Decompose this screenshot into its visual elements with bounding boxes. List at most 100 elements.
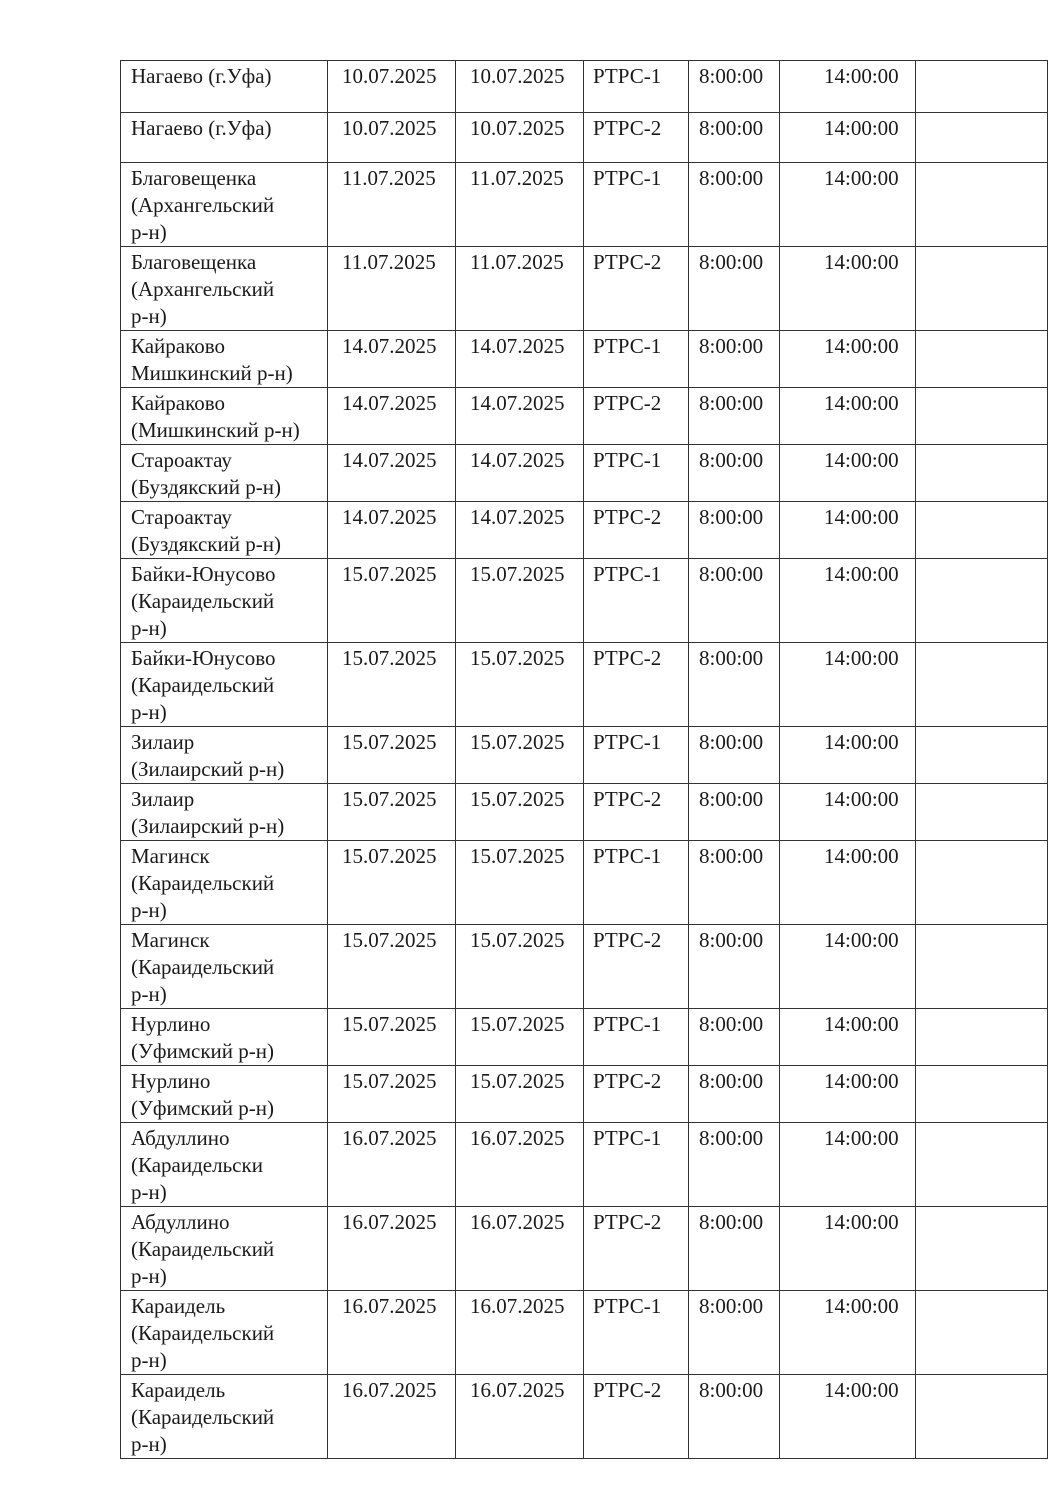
operator-cell: РТРС-2 (583, 783, 689, 841)
table-row: Байки-Юнусово (Караидельский р-н) 15.07.2… (120, 558, 1048, 643)
end-date-cell: 16.07.2025 (455, 1122, 584, 1207)
location-cell: Абдуллино (Караидельский р-н) (120, 1206, 328, 1291)
start-time-cell: 8:00:00 (688, 246, 780, 331)
start-date-cell: 15.07.2025 (327, 840, 456, 925)
operator-cell: РТРС-2 (583, 642, 689, 727)
notes-cell (915, 387, 1048, 445)
end-time-cell: 14:00:00 (779, 1065, 916, 1123)
end-time-cell: 14:00:00 (779, 1008, 916, 1066)
location-cell: Нагаево (г.Уфа) (120, 60, 328, 113)
notes-cell (915, 726, 1048, 784)
start-date-cell: 15.07.2025 (327, 783, 456, 841)
end-time-cell: 14:00:00 (779, 60, 916, 113)
table-row: Кайраково (Мишкинский р-н) 14.07.2025 14.0… (120, 387, 1048, 445)
notes-cell (915, 1008, 1048, 1066)
end-time-cell: 14:00:00 (779, 1122, 916, 1207)
operator-cell: РТРС-1 (583, 1008, 689, 1066)
location-cell: Кайраково (Мишкинский р-н) (120, 387, 328, 445)
start-time-cell: 8:00:00 (688, 726, 780, 784)
table-row: Караидель (Караидельский р-н) 16.07.2025 1… (120, 1374, 1048, 1459)
start-time-cell: 8:00:00 (688, 112, 780, 163)
operator-cell: РТРС-1 (583, 162, 689, 247)
end-date-cell: 16.07.2025 (455, 1290, 584, 1375)
notes-cell (915, 330, 1048, 388)
start-time-cell: 8:00:00 (688, 1290, 780, 1375)
operator-cell: РТРС-1 (583, 1122, 689, 1207)
end-time-cell: 14:00:00 (779, 1290, 916, 1375)
start-time-cell: 8:00:00 (688, 840, 780, 925)
location-cell: Караидель (Караидельский р-н) (120, 1374, 328, 1459)
operator-cell: РТРС-2 (583, 387, 689, 445)
start-date-cell: 11.07.2025 (327, 162, 456, 247)
start-time-cell: 8:00:00 (688, 924, 780, 1009)
operator-cell: РТРС-1 (583, 558, 689, 643)
table-row: Магинск (Караидельский р-н) 15.07.2025 15.… (120, 840, 1048, 925)
end-time-cell: 14:00:00 (779, 840, 916, 925)
end-date-cell: 14.07.2025 (455, 501, 584, 559)
table-row: Нагаево (г.Уфа) 10.07.2025 10.07.2025 РТРС-… (120, 112, 1048, 163)
start-date-cell: 16.07.2025 (327, 1206, 456, 1291)
location-cell: Благовещенка (Архангельский р-н) (120, 246, 328, 331)
notes-cell (915, 558, 1048, 643)
start-date-cell: 15.07.2025 (327, 1065, 456, 1123)
start-time-cell: 8:00:00 (688, 60, 780, 113)
location-cell: Нурлино (Уфимский р-н) (120, 1065, 328, 1123)
operator-cell: РТРС-2 (583, 246, 689, 331)
location-cell: Зилаир (Зилаирский р-н) (120, 726, 328, 784)
start-time-cell: 8:00:00 (688, 783, 780, 841)
operator-cell: РТРС-2 (583, 1374, 689, 1459)
notes-cell (915, 924, 1048, 1009)
start-date-cell: 15.07.2025 (327, 642, 456, 727)
notes-cell (915, 501, 1048, 559)
end-time-cell: 14:00:00 (779, 558, 916, 643)
location-cell: Благовещенка (Архангельский р-н) (120, 162, 328, 247)
notes-cell (915, 783, 1048, 841)
end-time-cell: 14:00:00 (779, 924, 916, 1009)
end-date-cell: 14.07.2025 (455, 330, 584, 388)
end-date-cell: 16.07.2025 (455, 1374, 584, 1459)
end-date-cell: 15.07.2025 (455, 924, 584, 1009)
end-date-cell: 14.07.2025 (455, 444, 584, 502)
notes-cell (915, 246, 1048, 331)
operator-cell: РТРС-1 (583, 330, 689, 388)
location-cell: Кайраково Мишкинский р-н) (120, 330, 328, 388)
start-time-cell: 8:00:00 (688, 387, 780, 445)
start-date-cell: 14.07.2025 (327, 444, 456, 502)
operator-cell: РТРС-1 (583, 60, 689, 113)
start-time-cell: 8:00:00 (688, 444, 780, 502)
end-date-cell: 15.07.2025 (455, 840, 584, 925)
start-time-cell: 8:00:00 (688, 1206, 780, 1291)
table-row: Нурлино (Уфимский р-н) 15.07.2025 15.07.20… (120, 1065, 1048, 1123)
operator-cell: РТРС-2 (583, 501, 689, 559)
end-time-cell: 14:00:00 (779, 501, 916, 559)
table-row: Абдуллино (Караидельский р-н) 16.07.2025 1… (120, 1206, 1048, 1291)
table-row: Абдуллино (Караидельски р-н) 16.07.2025 16… (120, 1122, 1048, 1207)
operator-cell: РТРС-1 (583, 1290, 689, 1375)
location-cell: Магинск (Караидельский р-н) (120, 924, 328, 1009)
start-date-cell: 14.07.2025 (327, 330, 456, 388)
location-cell: Староактау (Буздякский р-н) (120, 444, 328, 502)
operator-cell: РТРС-2 (583, 1065, 689, 1123)
table-row: Благовещенка (Архангельский р-н) 11.07.20… (120, 162, 1048, 247)
end-date-cell: 15.07.2025 (455, 1008, 584, 1066)
start-time-cell: 8:00:00 (688, 1374, 780, 1459)
operator-cell: РТРС-2 (583, 924, 689, 1009)
table-row: Кайраково Мишкинский р-н) 14.07.2025 14.07… (120, 330, 1048, 388)
table-row: Староактау (Буздякский р-н) 14.07.2025 14.… (120, 501, 1048, 559)
start-date-cell: 16.07.2025 (327, 1374, 456, 1459)
start-time-cell: 8:00:00 (688, 1008, 780, 1066)
table-row: Зилаир (Зилаирский р-н) 15.07.2025 15.07.2… (120, 726, 1048, 784)
end-time-cell: 14:00:00 (779, 444, 916, 502)
operator-cell: РТРС-1 (583, 444, 689, 502)
end-time-cell: 14:00:00 (779, 1206, 916, 1291)
notes-cell (915, 60, 1048, 113)
notes-cell (915, 444, 1048, 502)
end-date-cell: 15.07.2025 (455, 1065, 584, 1123)
end-time-cell: 14:00:00 (779, 783, 916, 841)
operator-cell: РТРС-2 (583, 112, 689, 163)
start-date-cell: 14.07.2025 (327, 501, 456, 559)
end-date-cell: 15.07.2025 (455, 558, 584, 643)
end-date-cell: 15.07.2025 (455, 642, 584, 727)
notes-cell (915, 1122, 1048, 1207)
notes-cell (915, 1206, 1048, 1291)
